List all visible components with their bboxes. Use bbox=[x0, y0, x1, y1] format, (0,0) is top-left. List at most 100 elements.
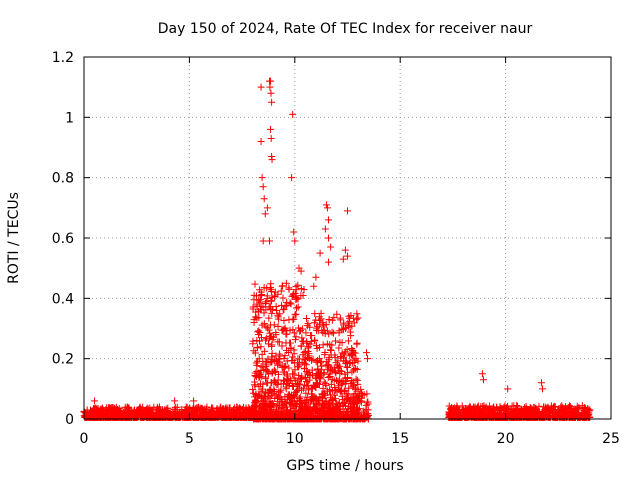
data-point bbox=[319, 322, 327, 330]
data-point bbox=[277, 287, 285, 295]
data-point bbox=[257, 387, 265, 395]
data-point bbox=[292, 283, 300, 291]
data-point bbox=[262, 323, 270, 331]
data-point bbox=[352, 355, 360, 363]
data-point bbox=[267, 89, 275, 97]
data-point bbox=[292, 388, 300, 396]
data-point bbox=[265, 412, 273, 420]
data-point bbox=[251, 372, 259, 380]
data-point bbox=[550, 403, 558, 411]
data-point bbox=[260, 398, 268, 406]
data-point bbox=[279, 368, 287, 376]
y-tick-label: 0 bbox=[65, 412, 74, 428]
data-point bbox=[348, 377, 356, 385]
data-point bbox=[348, 368, 356, 376]
data-point bbox=[253, 357, 261, 365]
chart-title: Day 150 of 2024, Rate Of TEC Index for r… bbox=[158, 21, 533, 37]
y-tick-label: 1.2 bbox=[52, 50, 74, 66]
data-point bbox=[344, 337, 352, 345]
data-point bbox=[298, 334, 306, 342]
data-point bbox=[310, 404, 318, 412]
data-point bbox=[332, 399, 340, 407]
data-point bbox=[353, 339, 361, 347]
data-point bbox=[283, 370, 291, 378]
data-point bbox=[340, 319, 348, 327]
data-point bbox=[263, 292, 271, 300]
data-point bbox=[315, 343, 323, 351]
data-point bbox=[296, 327, 304, 335]
data-point bbox=[278, 282, 286, 290]
data-point bbox=[324, 373, 332, 381]
data-point bbox=[191, 406, 199, 414]
y-axis-label: ROTI / TECUs bbox=[6, 192, 22, 284]
data-point bbox=[90, 404, 98, 412]
data-point bbox=[348, 345, 356, 353]
data-point bbox=[350, 319, 358, 327]
data-point bbox=[257, 137, 265, 145]
data-point bbox=[333, 414, 341, 422]
data-point bbox=[335, 344, 343, 352]
data-point bbox=[283, 330, 291, 338]
data-point bbox=[262, 298, 270, 306]
data-point bbox=[263, 204, 271, 212]
data-point bbox=[305, 376, 313, 384]
data-point bbox=[275, 350, 283, 358]
data-point bbox=[316, 397, 324, 405]
data-point bbox=[329, 387, 337, 395]
data-point bbox=[267, 125, 275, 133]
data-point bbox=[255, 296, 263, 304]
data-point bbox=[271, 410, 279, 418]
data-point bbox=[261, 392, 269, 400]
data-point bbox=[347, 311, 355, 319]
x-tick-label: 0 bbox=[80, 431, 89, 447]
data-point bbox=[253, 344, 261, 352]
data-point bbox=[262, 361, 270, 369]
data-point bbox=[337, 352, 345, 360]
data-point bbox=[280, 306, 288, 314]
data-point bbox=[541, 408, 549, 416]
data-point bbox=[312, 273, 320, 281]
data-point bbox=[327, 391, 335, 399]
data-point bbox=[224, 413, 232, 421]
data-point bbox=[112, 413, 120, 421]
data-point bbox=[111, 405, 119, 413]
data-point bbox=[261, 347, 269, 355]
data-point bbox=[346, 359, 354, 367]
x-tick-label: 25 bbox=[602, 431, 620, 447]
data-point bbox=[279, 376, 287, 384]
data-point bbox=[94, 410, 102, 418]
data-point bbox=[266, 237, 274, 245]
data-point bbox=[332, 369, 340, 377]
data-point bbox=[203, 403, 211, 411]
data-point bbox=[330, 329, 338, 337]
data-point bbox=[564, 408, 572, 416]
data-point bbox=[302, 389, 310, 397]
data-point bbox=[288, 174, 296, 182]
data-point bbox=[97, 405, 105, 413]
data-point bbox=[295, 384, 303, 392]
data-point bbox=[268, 156, 276, 164]
data-point bbox=[292, 294, 300, 302]
data-point bbox=[358, 389, 366, 397]
data-point bbox=[123, 413, 131, 421]
data-point bbox=[257, 302, 265, 310]
data-point bbox=[134, 412, 142, 420]
y-tick-label: 0.2 bbox=[52, 352, 74, 368]
data-point bbox=[271, 376, 279, 384]
data-point bbox=[136, 404, 144, 412]
data-point bbox=[540, 403, 548, 411]
data-point bbox=[493, 404, 501, 412]
data-point bbox=[322, 382, 330, 390]
data-point bbox=[339, 379, 347, 387]
data-point bbox=[285, 364, 293, 372]
data-point bbox=[121, 403, 129, 411]
data-point bbox=[288, 394, 296, 402]
data-point bbox=[265, 326, 273, 334]
data-point bbox=[268, 297, 276, 305]
data-point bbox=[341, 357, 349, 365]
data-point bbox=[249, 340, 257, 348]
data-point bbox=[311, 310, 319, 318]
data-point bbox=[326, 346, 334, 354]
data-point bbox=[171, 403, 179, 411]
data-point bbox=[267, 405, 275, 413]
